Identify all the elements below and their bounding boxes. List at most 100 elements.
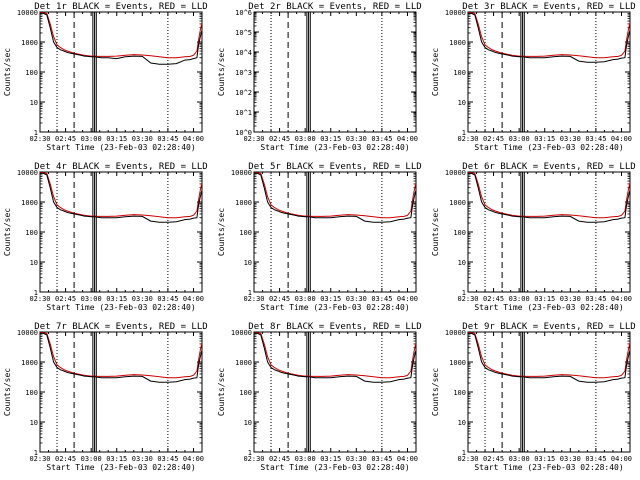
y-tick-label: 10000 (231, 329, 252, 337)
y-axis-label: Counts/sec (431, 48, 440, 96)
marker-lines (56, 332, 202, 452)
plot-frame (253, 331, 417, 453)
series-line-events (468, 332, 630, 383)
x-tick-label: 04:00 (183, 455, 204, 463)
marker-lines (484, 12, 630, 132)
y-tick-label: 100 (25, 389, 38, 397)
panel-1: Det 1r BLACK = Events, RED = LLD 02:30 02:… (3, 2, 208, 152)
panel-title: Det 1r BLACK = Events, RED = LLD (34, 2, 207, 12)
series-line-lld (254, 332, 416, 379)
y-tick-label: 10 (458, 99, 466, 107)
y-tick-label: 1 (248, 449, 252, 457)
x-tick-label: 04:00 (397, 295, 418, 303)
panel-title: Det 2r BLACK = Events, RED = LLD (248, 2, 421, 12)
y-tick-label: 10^2 (235, 89, 252, 97)
y-tick-label: 1 (34, 129, 38, 137)
x-tick-label: 03:15 (320, 455, 341, 463)
y-axis-label: Counts/sec (217, 48, 226, 96)
x-tick-label: 02:45 (269, 135, 290, 143)
series-line-lld (468, 12, 630, 59)
x-axis-label: Start Time (23-Feb-03 02:28:40) (260, 143, 409, 152)
marker-lines (270, 12, 416, 132)
x-axis-label: Start Time (23-Feb-03 02:28:40) (260, 303, 409, 312)
plot-frame (467, 171, 631, 293)
x-tick-label: 03:30 (560, 135, 581, 143)
x-tick-label: 02:45 (483, 455, 504, 463)
y-tick-label: 1 (248, 289, 252, 297)
x-axis-label: Start Time (23-Feb-03 02:28:40) (46, 143, 195, 152)
x-tick-label: 03:15 (106, 135, 127, 143)
y-tick-label: 1000 (235, 199, 252, 207)
y-tick-label: 10^0 (235, 129, 252, 137)
x-tick-label: 04:00 (611, 135, 632, 143)
plot-frame (39, 331, 203, 453)
y-tick-label: 100 (25, 69, 38, 77)
x-tick-label: 04:00 (611, 295, 632, 303)
x-tick-label: 03:00 (509, 455, 530, 463)
panel-7: Det 7r BLACK = Events, RED = LLD 02:30 02:… (3, 322, 208, 472)
y-tick-label: 1 (462, 129, 466, 137)
panel-6: Det 6r BLACK = Events, RED = LLD 02:30 02:… (431, 162, 636, 312)
x-tick-label: 03:45 (157, 135, 178, 143)
x-tick-label: 03:30 (132, 135, 153, 143)
y-tick-label: 1000 (235, 359, 252, 367)
x-tick-label: 02:30 (29, 295, 50, 303)
y-tick-label: 1000 (21, 39, 38, 47)
x-tick-label: 03:00 (81, 135, 102, 143)
x-tick-label: 03:45 (157, 455, 178, 463)
x-tick-label: 03:30 (346, 455, 367, 463)
x-tick-label: 03:30 (132, 295, 153, 303)
x-tick-label: 03:15 (534, 455, 555, 463)
x-tick-label: 02:30 (243, 135, 264, 143)
y-tick-label: 10^3 (235, 69, 252, 77)
plot-frame (253, 11, 417, 133)
series-group (468, 12, 630, 63)
x-tick-label: 02:45 (269, 455, 290, 463)
series-line-lld (40, 332, 202, 379)
y-tick-label: 100 (453, 229, 466, 237)
x-tick-label: 03:30 (132, 455, 153, 463)
series-group (468, 172, 630, 223)
y-tick-label: 1 (462, 289, 466, 297)
y-tick-label: 10^6 (235, 9, 252, 17)
y-tick-label: 1 (34, 449, 38, 457)
panel-2: Det 2r BLACK = Events, RED = LLD 02:30 02:… (217, 2, 422, 152)
series-line-lld (468, 332, 630, 379)
series-group (468, 332, 630, 383)
x-tick-label: 03:45 (585, 455, 606, 463)
y-axis-label: Counts/sec (217, 368, 226, 416)
x-tick-label: 03:45 (371, 295, 392, 303)
x-tick-label: 03:45 (157, 295, 178, 303)
x-tick-label: 03:30 (560, 455, 581, 463)
y-tick-label: 1 (462, 449, 466, 457)
x-axis-label: Start Time (23-Feb-03 02:28:40) (474, 463, 623, 472)
series-line-events (468, 12, 630, 63)
panel-title: Det 8r BLACK = Events, RED = LLD (248, 322, 421, 332)
series-group (40, 12, 202, 65)
panel-title: Det 7r BLACK = Events, RED = LLD (34, 322, 207, 332)
y-tick-label: 10 (458, 259, 466, 267)
x-axis-label: Start Time (23-Feb-03 02:28:40) (46, 303, 195, 312)
x-tick-label: 02:30 (243, 295, 264, 303)
y-axis-label: Counts/sec (3, 368, 12, 416)
panel-8: Det 8r BLACK = Events, RED = LLD 02:30 02:… (217, 322, 422, 472)
panel-3: Det 3r BLACK = Events, RED = LLD 02:30 02:… (431, 2, 636, 152)
y-tick-label: 10 (30, 99, 38, 107)
series-line-lld (468, 172, 630, 219)
panel-title: Det 3r BLACK = Events, RED = LLD (462, 2, 635, 12)
y-tick-label: 10000 (17, 169, 38, 177)
x-tick-label: 03:30 (560, 295, 581, 303)
y-tick-label: 10 (458, 419, 466, 427)
y-tick-label: 100 (25, 229, 38, 237)
y-tick-label: 10000 (445, 9, 466, 17)
x-axis-label: Start Time (23-Feb-03 02:28:40) (474, 303, 623, 312)
x-tick-label: 03:30 (346, 295, 367, 303)
y-tick-label: 1000 (21, 359, 38, 367)
x-tick-label: 04:00 (397, 135, 418, 143)
series-line-lld (40, 12, 202, 59)
series-line-events (40, 12, 202, 65)
marker-lines (270, 332, 416, 452)
plot-frame (467, 11, 631, 133)
y-axis-label: Counts/sec (217, 208, 226, 256)
